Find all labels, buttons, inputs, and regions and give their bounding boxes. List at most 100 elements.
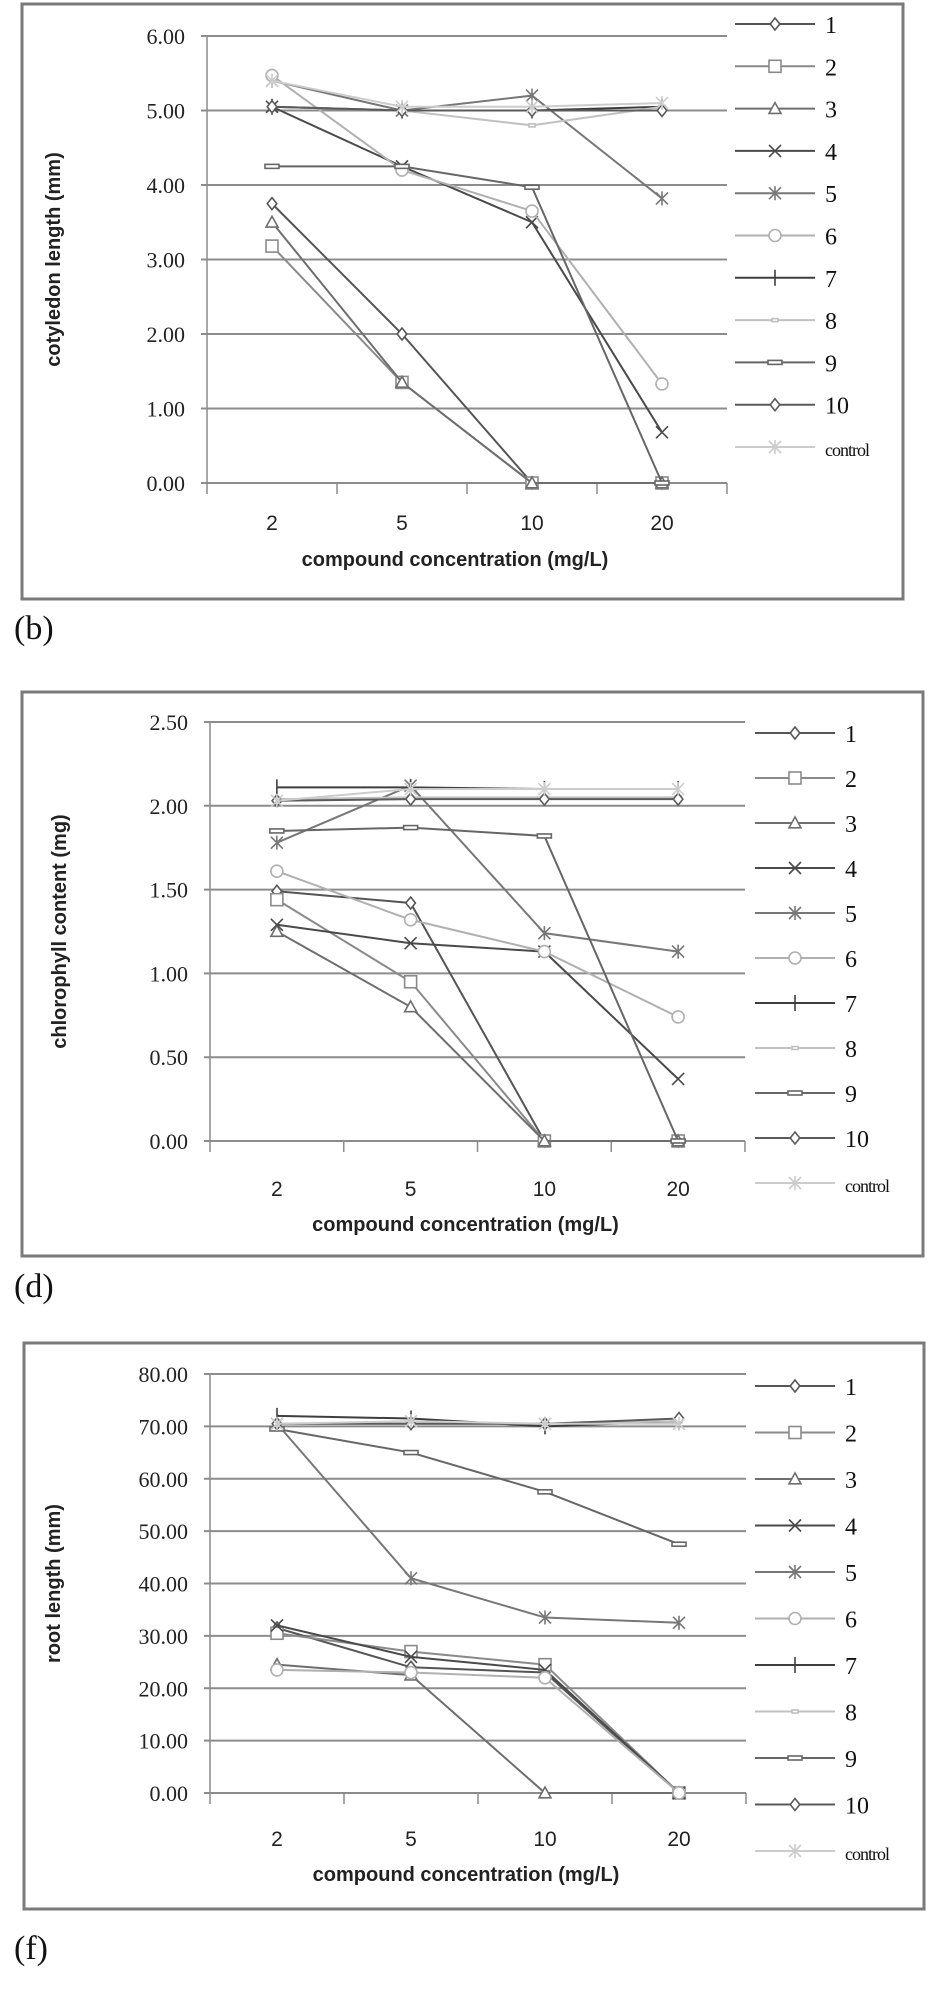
data-point: [395, 99, 409, 114]
series-control: [265, 73, 669, 114]
legend-label: 8: [825, 309, 837, 335]
x-tick-label: 10: [533, 1178, 556, 1201]
legend-entry: 9: [755, 1747, 857, 1773]
series-line: [272, 165, 663, 484]
data-point: [404, 782, 418, 797]
data-point: [537, 1489, 553, 1495]
series-control: [270, 1414, 686, 1431]
series-line: [276, 784, 679, 953]
y-tick-label: 2.00: [150, 794, 189, 819]
series-line: [276, 1420, 679, 1425]
series-line: [276, 798, 679, 802]
data-point: [403, 999, 418, 1013]
series-control: [270, 782, 685, 808]
data-point: [537, 944, 552, 959]
legend-marker-icon: [787, 1471, 803, 1485]
legend-marker-icon: [788, 1844, 802, 1858]
data-point: [654, 480, 670, 486]
legend-label: control: [845, 1844, 890, 1864]
series-line: [276, 1624, 680, 1794]
legend-marker-icon: [789, 1797, 801, 1812]
legend-label: 8: [845, 1037, 857, 1063]
x-tick-label: 5: [405, 1178, 417, 1201]
data-point: [266, 99, 278, 115]
data-point: [404, 1650, 418, 1664]
data-point: [404, 1571, 418, 1586]
series-line: [276, 1668, 680, 1794]
legend-entry: 1: [755, 1375, 857, 1401]
legend-label: 4: [845, 1515, 857, 1541]
legend-label: 8: [845, 1701, 857, 1727]
data-point: [404, 791, 417, 807]
legend-marker-icon: [788, 1611, 802, 1626]
legend-label: 2: [845, 767, 857, 793]
legend-entry: 6: [755, 1608, 857, 1634]
series-line: [277, 1417, 680, 1425]
series-line: [276, 1663, 679, 1794]
data-point: [403, 974, 418, 989]
legend-label: 9: [825, 351, 837, 377]
series-line: [276, 1423, 680, 1624]
cotyledon-length-chart: 0.00 1.00 2.00 3.00 4.00 5.00 6.00 2 5 10 20 compou…: [20, 2, 905, 601]
y-tick-label: 0.00: [150, 1129, 189, 1154]
legend-entry: 4: [755, 1515, 857, 1541]
series-line: [276, 1632, 680, 1794]
data-point: [655, 377, 669, 391]
chart-frame: [20, 2, 905, 601]
legend-entry: 8: [755, 1701, 857, 1727]
legend-label: 10: [825, 394, 849, 420]
legend-label: 10: [845, 1127, 869, 1153]
legend-label: control: [825, 440, 870, 460]
legend-entry: 5: [755, 1561, 857, 1587]
legend-marker-icon: [768, 228, 782, 243]
series-line: [276, 796, 679, 801]
data-point: [270, 793, 284, 808]
x-tick-label: 20: [666, 1178, 689, 1201]
data-point: [671, 1072, 685, 1086]
chart-frame: [22, 1341, 926, 1911]
legend-marker-icon: [789, 1378, 801, 1394]
legend-marker-icon: [789, 725, 801, 741]
legend-entry: 6: [755, 947, 857, 973]
legend-entry: 1: [735, 13, 837, 39]
data-point: [656, 103, 668, 118]
legend-marker-icon: [788, 1425, 802, 1440]
legend-entry: 4: [735, 140, 837, 166]
series-line: [271, 79, 663, 108]
series-line: [271, 105, 663, 433]
legend-marker-icon: [788, 861, 802, 875]
legend-entry: 6: [735, 225, 837, 251]
legend-entry: 3: [735, 98, 837, 124]
data-point: [671, 782, 685, 797]
data-point: [671, 1541, 687, 1548]
x-tick-label: 2: [271, 1828, 283, 1851]
data-point: [404, 936, 418, 950]
series-line: [271, 105, 662, 112]
data-point: [269, 923, 285, 938]
series-6: [270, 1663, 686, 1800]
data-point: [538, 791, 551, 807]
x-tick-label: 5: [405, 1828, 417, 1851]
legend-marker-icon: [788, 951, 802, 965]
legend-marker-icon: [791, 1709, 799, 1714]
legend-label: 9: [845, 1747, 857, 1773]
series-line: [271, 221, 662, 484]
x-tick-label: 2: [271, 1178, 283, 1201]
y-axis-title: cotyledon length (mm): [43, 152, 65, 366]
legend-label: 4: [825, 140, 837, 166]
legend-entry: 2: [755, 1422, 857, 1448]
x-tick-label: 10: [520, 512, 543, 535]
legend-label: 7: [845, 992, 857, 1018]
data-point: [266, 196, 278, 211]
y-tick-label: 50.00: [139, 1519, 189, 1544]
data-point: [270, 835, 284, 850]
x-tick-label: 20: [650, 512, 673, 535]
legend-marker-icon: [787, 1755, 803, 1761]
y-tick-label: 1.00: [147, 397, 186, 422]
series-9: [264, 163, 670, 486]
panel-label-f: (f): [14, 1930, 48, 1967]
legend-entry: control: [755, 1844, 891, 1864]
legend-marker-icon: [788, 771, 802, 785]
y-tick-label: 20.00: [139, 1676, 189, 1701]
legend-label: 6: [825, 225, 837, 251]
